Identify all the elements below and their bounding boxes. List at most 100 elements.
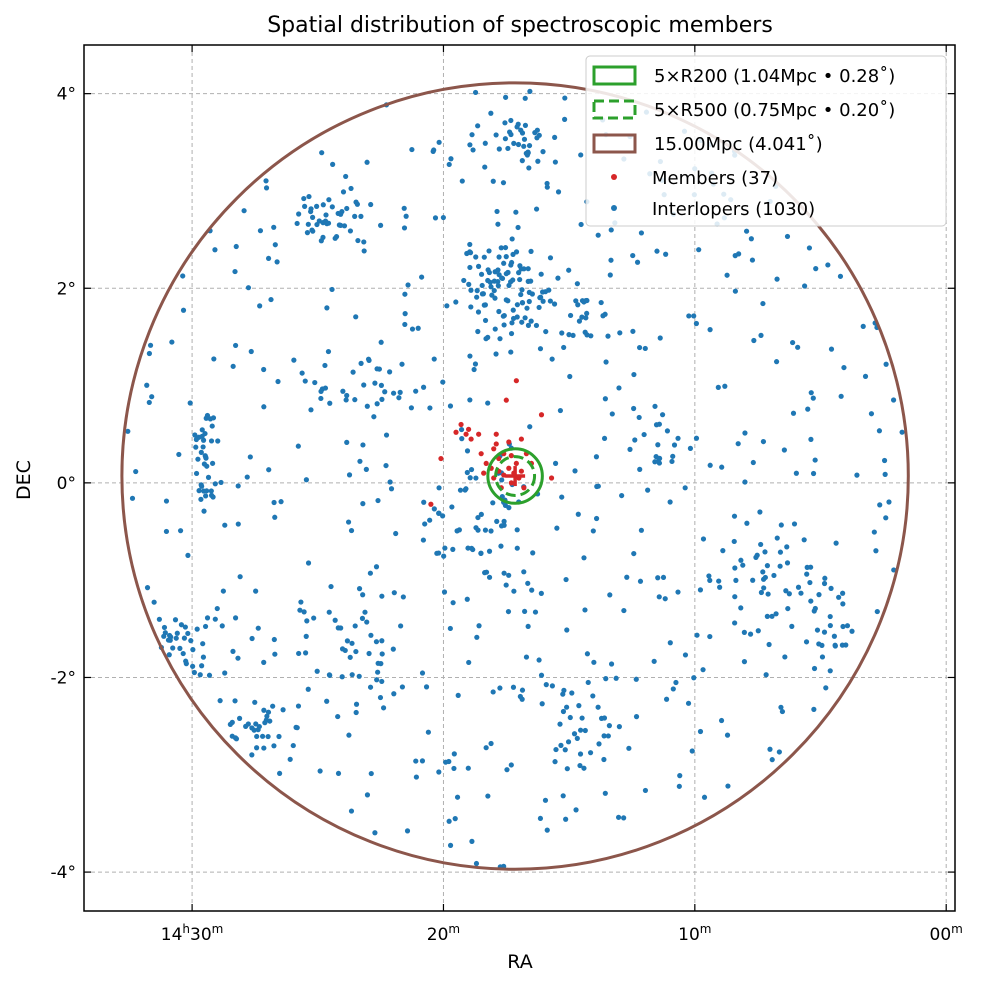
interloper-point-584: [578, 152, 584, 158]
legend-box: [585, 55, 947, 227]
interloper-point-882: [492, 326, 498, 332]
interloper-point-421: [816, 641, 822, 647]
interloper-point-390: [549, 683, 555, 689]
interloper-point-380: [601, 733, 607, 739]
interloper-point-615: [324, 305, 330, 311]
interloper-point-668: [607, 592, 613, 598]
interloper-point-567: [563, 576, 569, 583]
interloper-point-823: [232, 342, 239, 349]
interloper-point-25: [509, 236, 515, 242]
interloper-point-848: [645, 487, 651, 493]
interloper-point-261: [325, 348, 332, 355]
interloper-point-79: [453, 299, 459, 305]
interloper-point-90: [344, 205, 350, 212]
interloper-point-522: [454, 528, 460, 534]
interloper-point-725: [455, 692, 461, 698]
interloper-point-137: [192, 432, 198, 438]
interloper-point-163: [210, 494, 216, 500]
interloper-point-773: [689, 748, 695, 754]
interloper-point-540: [449, 504, 455, 510]
interloper-point-472: [641, 431, 647, 438]
interloper-point-908: [296, 211, 302, 217]
interloper-point-718: [244, 474, 250, 480]
interloper-point-777: [472, 89, 479, 96]
interloper-point-739: [567, 373, 573, 380]
interloper-point-369: [276, 733, 282, 740]
interloper-point-1016: [655, 575, 661, 581]
member-point-26: [438, 455, 444, 462]
interloper-point-357: [294, 725, 300, 731]
interloper-point-249: [302, 378, 308, 384]
interloper-point-778: [530, 550, 536, 556]
interloper-point-494: [498, 543, 504, 549]
interloper-point-176: [518, 127, 524, 133]
interloper-point-792: [408, 405, 414, 411]
interloper-point-816: [508, 131, 514, 138]
interloper-point-876: [784, 544, 790, 550]
interloper-point-207: [617, 330, 623, 336]
interloper-point-511: [486, 574, 493, 580]
interloper-point-803: [483, 569, 490, 575]
interloper-point-69: [518, 266, 524, 272]
interloper-point-579: [638, 230, 645, 236]
interloper-point-557: [707, 462, 713, 468]
interloper-point-124: [308, 208, 314, 215]
interloper-point-437: [349, 672, 355, 678]
interloper-point-134: [196, 488, 202, 494]
interloper-point-239: [382, 389, 388, 395]
interloper-point-679: [362, 609, 368, 615]
interloper-point-865: [419, 758, 426, 764]
interloper-point-753: [740, 562, 746, 568]
interloper-point-127: [314, 203, 320, 209]
interloper-point-420: [843, 642, 849, 648]
interloper-point-83: [510, 315, 517, 322]
interloper-point-51: [510, 277, 516, 283]
interloper-point-331: [199, 663, 205, 669]
interloper-point-386: [579, 715, 585, 721]
interloper-point-707: [508, 762, 514, 768]
interloper-point-285: [782, 654, 788, 660]
member-point-22: [521, 485, 527, 491]
interloper-point-957: [261, 366, 267, 373]
interloper-point-94: [340, 189, 347, 195]
interloper-point-964: [605, 733, 611, 739]
interloper-point-671: [593, 454, 600, 460]
interloper-point-576: [146, 399, 152, 406]
interloper-point-1002: [488, 740, 494, 747]
interloper-point-538: [436, 510, 442, 516]
interloper-point-651: [467, 241, 473, 248]
legend-swatch-15mpc: [592, 133, 637, 154]
interloper-point-365: [261, 659, 267, 665]
interloper-point-373: [249, 752, 255, 758]
interloper-point-24: [538, 271, 544, 277]
x-tick-label-1: 20m: [427, 922, 460, 945]
interloper-point-618: [204, 615, 211, 621]
interloper-point-735: [595, 483, 601, 489]
interloper-point-998: [575, 511, 581, 517]
interloper-point-995: [474, 634, 480, 640]
interloper-point-862: [306, 193, 312, 200]
interloper-point-973: [356, 586, 363, 592]
interloper-point-140: [210, 460, 216, 466]
interloper-point-1015: [353, 709, 359, 716]
interloper-point-277: [785, 605, 791, 612]
interloper-point-859: [590, 528, 596, 534]
interloper-point-738: [569, 690, 575, 696]
interloper-point-356: [245, 721, 251, 727]
interloper-point-653: [626, 745, 632, 751]
interloper-point-913: [571, 731, 578, 737]
interloper-point-37: [489, 292, 495, 298]
interloper-point-988: [144, 382, 150, 388]
interloper-point-602: [235, 521, 241, 527]
interloper-point-690: [790, 410, 797, 416]
interloper-point-374: [255, 727, 261, 733]
interloper-point-518: [497, 685, 503, 691]
interloper-point-323: [185, 630, 191, 637]
interloper-point-979: [344, 439, 350, 445]
interloper-point-654: [748, 236, 754, 242]
interloper-point-381: [538, 672, 545, 678]
interloper-point-598: [840, 590, 846, 596]
interloper-point-726: [825, 262, 831, 268]
interloper-point-292: [774, 535, 780, 541]
interloper-point-802: [562, 95, 568, 101]
